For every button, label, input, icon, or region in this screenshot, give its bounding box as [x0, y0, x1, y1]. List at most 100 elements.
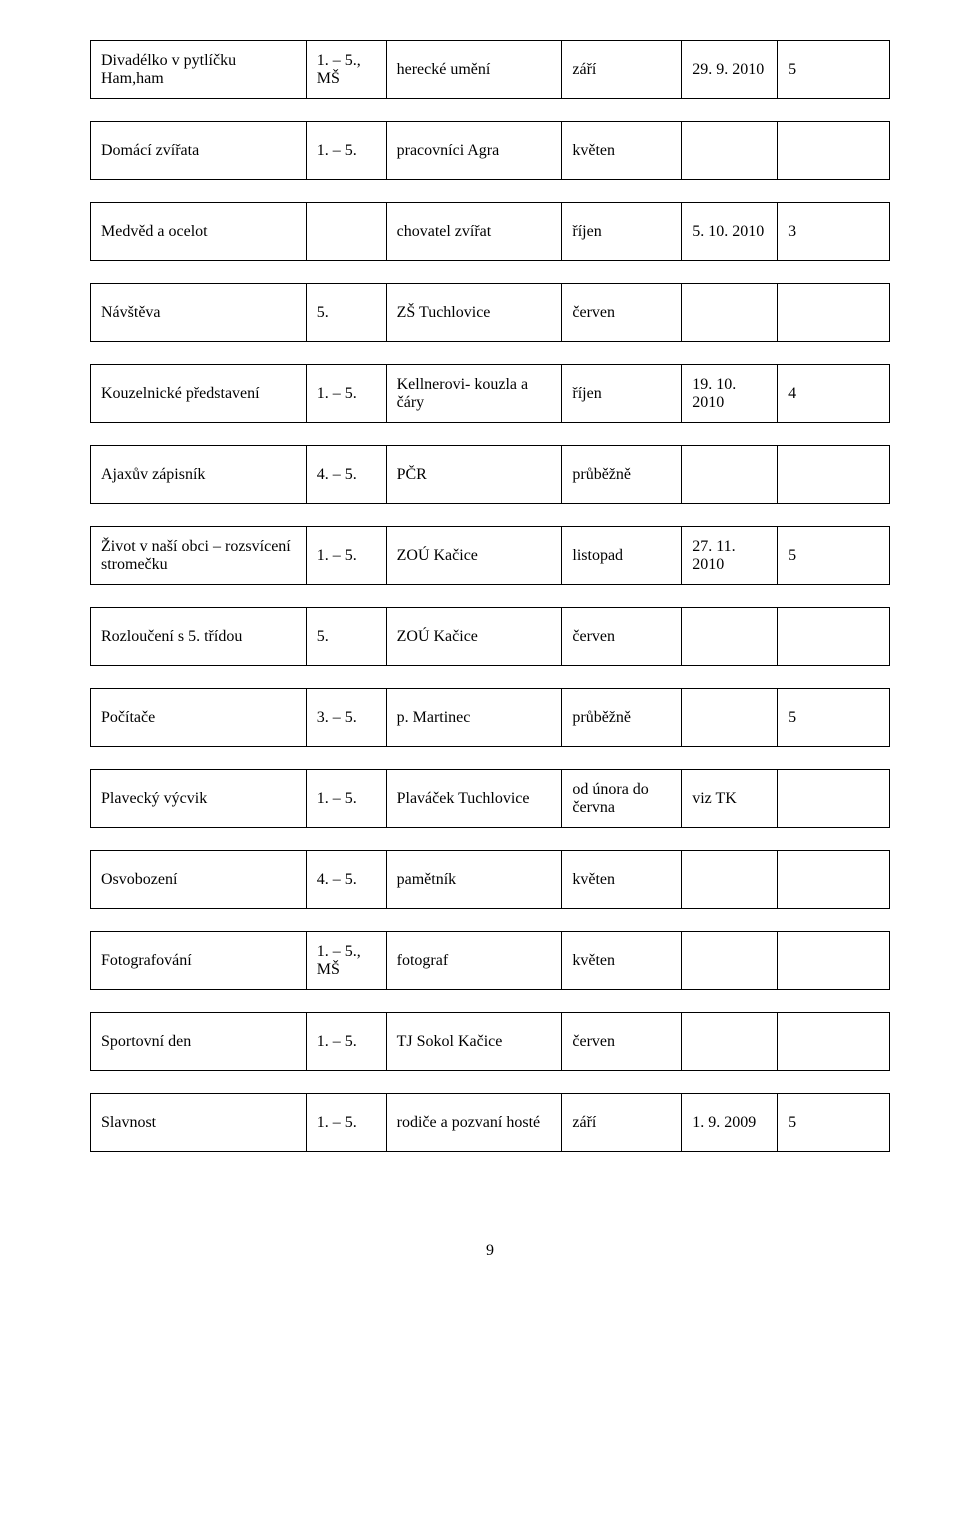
cell-c1: Divadélko v pytlíčku Ham,ham [91, 41, 307, 99]
cell-c1: Slavnost [91, 1094, 307, 1152]
row: Osvobození4. – 5.pamětníkkvěten [91, 851, 890, 909]
cell-c3: fotograf [386, 932, 562, 990]
table-row: Návštěva5.ZŠ Tuchlovicečerven [90, 283, 890, 342]
cell-c6: 5 [778, 1094, 890, 1152]
page-number: 9 [90, 1242, 890, 1260]
cell-c1: Fotografování [91, 932, 307, 990]
row: Divadélko v pytlíčku Ham,ham1. – 5., MŠh… [91, 41, 890, 99]
cell-c4: červen [562, 1013, 682, 1071]
row: Rozloučení s 5. třídou5.ZOÚ Kačicečerven [91, 608, 890, 666]
cell-c1: Sportovní den [91, 1013, 307, 1071]
row: Počítače3. – 5.p. Martinecprůběžně 5 [91, 689, 890, 747]
cell-c2: 4. – 5. [306, 851, 386, 909]
cell-c3: PČR [386, 446, 562, 504]
row: Život v naší obci – rozsvícení stromečku… [91, 527, 890, 585]
cell-c5: 19. 10. 2010 [682, 365, 778, 423]
cell-c6: 5 [778, 527, 890, 585]
cell-c3: chovatel zvířat [386, 203, 562, 261]
cell-c6: 5 [778, 41, 890, 99]
cell-c3: pamětník [386, 851, 562, 909]
document-page: Divadélko v pytlíčku Ham,ham1. – 5., MŠh… [0, 0, 960, 1300]
table-row: Kouzelnické představení1. – 5.Kellnerovi… [90, 364, 890, 423]
cell-c4: září [562, 41, 682, 99]
table-row: Počítače3. – 5.p. Martinecprůběžně 5 [90, 688, 890, 747]
cell-c6: 5 [778, 689, 890, 747]
cell-c4: říjen [562, 203, 682, 261]
cell-c5 [682, 608, 778, 666]
tables-container: Divadélko v pytlíčku Ham,ham1. – 5., MŠh… [90, 40, 890, 1152]
cell-c6 [778, 1013, 890, 1071]
row: Domácí zvířata1. – 5.pracovníci Agrakvět… [91, 122, 890, 180]
cell-c6 [778, 122, 890, 180]
cell-c2: 1. – 5. [306, 770, 386, 828]
table-row: Medvěd a ocelot chovatel zvířatříjen5. 10… [90, 202, 890, 261]
cell-c1: Život v naší obci – rozsvícení stromečku [91, 527, 307, 585]
table-row: Ajaxův zápisník4. – 5.PČRprůběžně [90, 445, 890, 504]
cell-c4: od února do června [562, 770, 682, 828]
cell-c1: Domácí zvířata [91, 122, 307, 180]
cell-c1: Ajaxův zápisník [91, 446, 307, 504]
cell-c5 [682, 851, 778, 909]
cell-c1: Plavecký výcvik [91, 770, 307, 828]
cell-c5: 27. 11. 2010 [682, 527, 778, 585]
cell-c2: 5. [306, 608, 386, 666]
cell-c4: říjen [562, 365, 682, 423]
row: Fotografování1. – 5., MŠfotografkvěten [91, 932, 890, 990]
table-row: Domácí zvířata1. – 5.pracovníci Agrakvět… [90, 121, 890, 180]
cell-c4: průběžně [562, 689, 682, 747]
cell-c2: 1. – 5. [306, 122, 386, 180]
cell-c5: 1. 9. 2009 [682, 1094, 778, 1152]
cell-c5 [682, 284, 778, 342]
cell-c3: Plaváček Tuchlovice [386, 770, 562, 828]
cell-c4: květen [562, 851, 682, 909]
cell-c3: rodiče a pozvaní hosté [386, 1094, 562, 1152]
cell-c3: Kellnerovi- kouzla a čáry [386, 365, 562, 423]
row: Návštěva5.ZŠ Tuchlovicečerven [91, 284, 890, 342]
cell-c4: květen [562, 122, 682, 180]
table-row: Osvobození4. – 5.pamětníkkvěten [90, 850, 890, 909]
table-row: Sportovní den1. – 5.TJ Sokol Kačicečerve… [90, 1012, 890, 1071]
cell-c3: ZŠ Tuchlovice [386, 284, 562, 342]
cell-c6 [778, 446, 890, 504]
cell-c4: září [562, 1094, 682, 1152]
cell-c2: 1. – 5., MŠ [306, 41, 386, 99]
cell-c6 [778, 284, 890, 342]
cell-c5 [682, 122, 778, 180]
cell-c6 [778, 608, 890, 666]
cell-c3: ZOÚ Kačice [386, 608, 562, 666]
cell-c1: Osvobození [91, 851, 307, 909]
cell-c2: 4. – 5. [306, 446, 386, 504]
cell-c3: TJ Sokol Kačice [386, 1013, 562, 1071]
row: Plavecký výcvik1. – 5.Plaváček Tuchlovic… [91, 770, 890, 828]
cell-c4: listopad [562, 527, 682, 585]
cell-c5 [682, 446, 778, 504]
cell-c6: 4 [778, 365, 890, 423]
cell-c5: 29. 9. 2010 [682, 41, 778, 99]
cell-c5: 5. 10. 2010 [682, 203, 778, 261]
cell-c5: viz TK [682, 770, 778, 828]
cell-c2: 1. – 5. [306, 365, 386, 423]
cell-c2 [306, 203, 386, 261]
cell-c2: 1. – 5. [306, 1094, 386, 1152]
cell-c6 [778, 851, 890, 909]
table-row: Divadélko v pytlíčku Ham,ham1. – 5., MŠh… [90, 40, 890, 99]
cell-c2: 3. – 5. [306, 689, 386, 747]
cell-c4: průběžně [562, 446, 682, 504]
cell-c1: Kouzelnické představení [91, 365, 307, 423]
cell-c4: červen [562, 608, 682, 666]
cell-c4: červen [562, 284, 682, 342]
row: Sportovní den1. – 5.TJ Sokol Kačicečerve… [91, 1013, 890, 1071]
cell-c1: Medvěd a ocelot [91, 203, 307, 261]
cell-c5 [682, 689, 778, 747]
cell-c6 [778, 770, 890, 828]
cell-c3: p. Martinec [386, 689, 562, 747]
table-row: Plavecký výcvik1. – 5.Plaváček Tuchlovic… [90, 769, 890, 828]
cell-c1: Počítače [91, 689, 307, 747]
row: Kouzelnické představení1. – 5.Kellnerovi… [91, 365, 890, 423]
cell-c3: pracovníci Agra [386, 122, 562, 180]
table-row: Život v naší obci – rozsvícení stromečku… [90, 526, 890, 585]
row: Ajaxův zápisník4. – 5.PČRprůběžně [91, 446, 890, 504]
cell-c2: 1. – 5., MŠ [306, 932, 386, 990]
table-row: Rozloučení s 5. třídou5.ZOÚ Kačicečerven [90, 607, 890, 666]
row: Medvěd a ocelot chovatel zvířatříjen5. 10… [91, 203, 890, 261]
